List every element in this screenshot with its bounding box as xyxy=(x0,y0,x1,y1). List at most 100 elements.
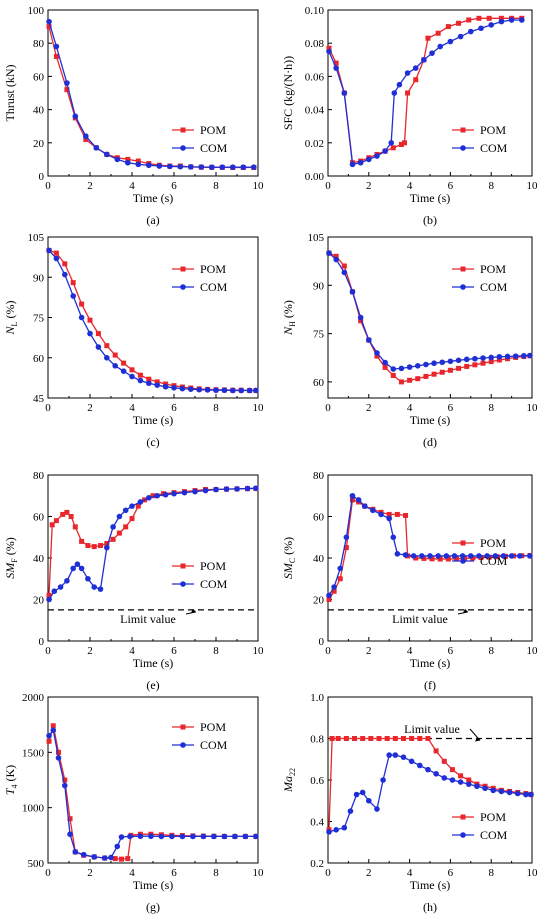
data-point-com xyxy=(85,575,91,582)
limit-arrowhead xyxy=(191,608,196,613)
x-tick-label: 6 xyxy=(448,867,454,879)
data-point-pom xyxy=(413,77,419,83)
legend-marker xyxy=(460,145,466,151)
data-point-com xyxy=(198,164,205,170)
x-tick-label: 4 xyxy=(407,180,413,192)
data-point-com xyxy=(417,762,423,769)
y-tick-label: 0.8 xyxy=(310,734,324,746)
data-point-com xyxy=(414,363,421,369)
data-point-com xyxy=(53,43,60,50)
data-point-com xyxy=(439,359,446,366)
legend-marker xyxy=(460,284,466,290)
data-point-com xyxy=(482,785,488,792)
data-point-com xyxy=(93,144,100,151)
x-tick-label: 0 xyxy=(45,180,51,192)
data-point-pom xyxy=(70,280,76,286)
x-tick-label: 6 xyxy=(448,645,454,657)
data-point-pom xyxy=(486,15,492,21)
limit-label: Limit value xyxy=(120,612,176,626)
data-point-com xyxy=(213,486,219,493)
data-point-com xyxy=(242,833,249,840)
data-point-com xyxy=(508,17,515,23)
data-point-com xyxy=(101,855,108,861)
data-point-com xyxy=(457,779,464,785)
data-point-com xyxy=(72,849,79,855)
chart-panel: 0 2 4 6 8 10 60 75 90 105 Time (s) NH (%) (d) POM COM xyxy=(281,232,538,449)
data-point-pom xyxy=(343,545,349,551)
data-point-com xyxy=(253,485,259,492)
y-tick-label: 0 xyxy=(319,636,325,648)
x-axis-label: Time (s) xyxy=(133,878,174,892)
data-point-com xyxy=(326,250,332,256)
data-point-com xyxy=(137,499,144,505)
data-point-com xyxy=(135,161,142,168)
x-tick-label: 0 xyxy=(45,867,51,879)
y-tick-label: 0.4 xyxy=(310,817,324,829)
data-point-com xyxy=(200,833,207,840)
limit-label: Limit value xyxy=(404,722,460,736)
data-point-pom xyxy=(110,536,116,542)
data-point-pom xyxy=(462,555,468,561)
y-tick-label: 0.02 xyxy=(305,138,324,150)
data-point-com xyxy=(116,513,123,520)
data-point-com xyxy=(125,159,131,166)
data-point-com xyxy=(349,492,356,499)
y-tick-label: 45 xyxy=(33,393,45,405)
data-point-com xyxy=(427,553,433,559)
x-tick-label: 6 xyxy=(171,645,177,657)
data-point-pom xyxy=(398,141,404,147)
y-tick-label: 60 xyxy=(33,71,45,83)
data-point-pom xyxy=(417,736,423,741)
x-tick-label: 0 xyxy=(325,402,331,414)
y-tick-label: 20 xyxy=(33,595,45,607)
data-point-com xyxy=(169,833,175,840)
data-point-com xyxy=(374,806,380,812)
data-point-com xyxy=(78,314,85,321)
data-point-com xyxy=(508,553,515,559)
data-point-com xyxy=(441,775,448,781)
x-axis-label: Time (s) xyxy=(133,656,174,670)
y-tick-label: 90 xyxy=(313,280,325,292)
data-point-com xyxy=(382,148,388,154)
data-point-com xyxy=(326,48,332,55)
data-point-pom xyxy=(376,736,382,741)
data-point-com xyxy=(519,17,525,23)
data-point-com xyxy=(447,358,454,365)
data-point-pom xyxy=(496,357,502,363)
y-tick-label: 0.6 xyxy=(310,775,324,787)
data-point-com xyxy=(476,553,482,559)
legend-marker xyxy=(180,266,186,272)
data-point-com xyxy=(137,833,144,840)
y-tick-label: 2000 xyxy=(22,692,45,704)
y-axis-label: NL (%) xyxy=(3,301,19,336)
data-point-com xyxy=(333,827,339,833)
data-point-pom xyxy=(98,543,103,549)
data-point-com xyxy=(463,356,470,363)
data-point-com xyxy=(154,492,160,499)
data-point-com xyxy=(129,373,135,380)
data-point-com xyxy=(490,787,497,794)
data-point-com xyxy=(484,553,490,559)
data-point-com xyxy=(498,788,505,795)
data-point-pom xyxy=(135,158,141,164)
data-point-com xyxy=(171,490,177,497)
y-tick-label: 0.00 xyxy=(305,171,325,183)
data-point-pom xyxy=(87,317,93,323)
data-point-com xyxy=(97,586,104,592)
data-point-pom xyxy=(409,736,415,741)
y-tick-label: 80 xyxy=(33,470,45,482)
legend-label: POM xyxy=(200,262,226,276)
x-tick-label: 10 xyxy=(253,867,265,879)
data-point-pom xyxy=(476,15,482,21)
data-point-pom xyxy=(326,597,332,602)
data-point-pom xyxy=(79,538,85,544)
data-point-pom xyxy=(64,87,70,93)
data-point-com xyxy=(104,544,110,551)
data-point-com xyxy=(91,854,97,860)
data-point-pom xyxy=(62,777,68,783)
data-point-com xyxy=(67,831,73,838)
data-point-com xyxy=(114,156,121,163)
legend-label: POM xyxy=(200,123,226,137)
data-point-com xyxy=(347,808,354,814)
data-point-pom xyxy=(53,53,59,59)
